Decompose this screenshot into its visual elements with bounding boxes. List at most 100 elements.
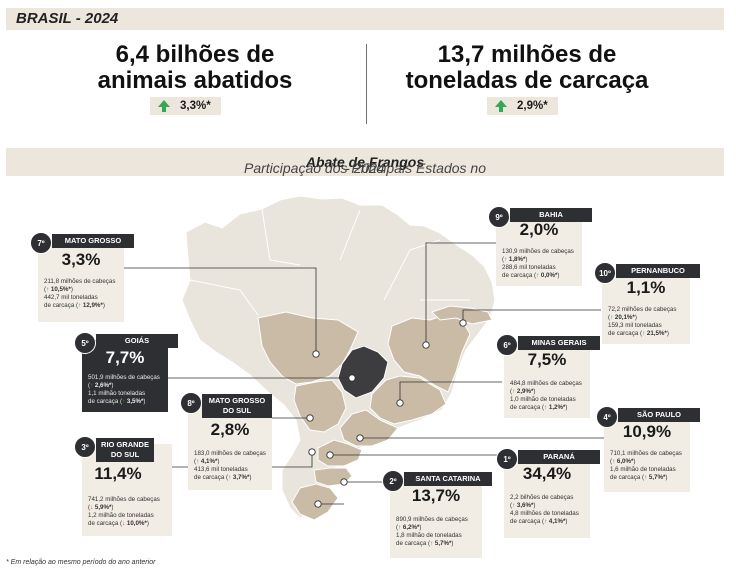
- arrow-down-icon: ↓: [122, 520, 126, 527]
- card-pernambuco: 10º PERNANBUCO 1,1% 72,2 milhões de cabe…: [594, 262, 700, 344]
- heads-text: 890,9 milhões de cabeças: [396, 516, 468, 523]
- card-mato-grosso-do-sul: 8º MATO GROSSO DO SUL 2,8% 183,0 milhões…: [180, 392, 272, 490]
- tons-variation: de carcaça (↑ 1,2%*): [510, 404, 568, 411]
- arrow-down-icon: ↓: [90, 504, 94, 511]
- map-title-bold: Abate de Frangos: [305, 154, 425, 170]
- state-percentage: 13,7%: [411, 486, 461, 505]
- tons-variation: de carcaça (↑ 4,1%*): [510, 518, 568, 525]
- tons-text: 1,1 milhão toneladas: [88, 390, 146, 397]
- state-percentage: 34,4%: [522, 464, 572, 483]
- dot-mato-grosso-do-sul: [306, 414, 314, 422]
- rank-badge: 10º: [594, 262, 616, 284]
- kpi-animals-growth-value: 3,3%*: [180, 100, 211, 112]
- location-dots: [306, 319, 467, 508]
- dot-minas-gerais: [396, 399, 404, 407]
- arrow-up-icon: ↑: [610, 314, 614, 321]
- card-santa-catarina: 2º SANTA CATARINA 13,7% 890,9 milhões de…: [382, 470, 492, 558]
- kpi-tonnes-growth: 2,9%*: [487, 97, 558, 115]
- arrow-up-icon: ↑: [612, 458, 616, 465]
- state-minas-gerais: [369, 375, 447, 425]
- tons-variation: de carcaça (↑ 12,9%*): [44, 302, 105, 309]
- state-percentage: 7,7%: [105, 348, 145, 367]
- tons-text: 1,6 milhão de toneladas: [610, 466, 676, 473]
- tons-variation: de carcaça (↑ 0,0%*): [502, 272, 560, 279]
- card-minas-gerais: 6º MINAS GERAIS 7,5% 484,8 milhões de ca…: [496, 334, 600, 418]
- header-title: BRASIL - 2024: [16, 10, 119, 27]
- state-percentage: 10,9%: [622, 422, 672, 441]
- state-sao-paulo: [339, 409, 399, 447]
- state-percentage: 2,0%: [519, 220, 559, 239]
- rank-badge: 4º: [596, 406, 618, 428]
- dot-bahia: [422, 341, 430, 349]
- arrow-up-icon: ↑: [398, 524, 402, 531]
- state-name: BAHIA: [510, 208, 592, 222]
- tons-variation: de carcaça (↑ 21,5%*): [608, 330, 669, 337]
- heads-variation: (↑ 2,6%*): [88, 382, 114, 389]
- dot-rio-grande-do-sul: [314, 500, 322, 508]
- heads-text: 130,9 milhões de cabeças: [502, 248, 574, 255]
- dot-pernambuco: [459, 319, 467, 327]
- state-name: MATO GROSSO: [52, 234, 134, 248]
- heads-variation: (↑ 1,8%*): [502, 256, 528, 263]
- tons-variation: de carcaça (↑ 5,7%*): [610, 474, 668, 481]
- heads-variation: (↑ 3,6%*): [510, 502, 536, 509]
- rank-badge: 7º: [30, 232, 52, 254]
- rank-badge: 9º: [488, 206, 510, 228]
- arrow-up-icon: ↑: [644, 474, 648, 481]
- state-bahia: [387, 313, 471, 393]
- state-percentage: 3,3%: [61, 250, 101, 269]
- arrow-up-icon: ↑: [544, 404, 548, 411]
- map-title: Participação dos Principais Estados no A…: [6, 154, 724, 176]
- tons-text: 159,3 mil toneladas: [608, 322, 662, 329]
- arrow-up-icon: ↑: [90, 382, 94, 389]
- state-name: RIO GRANDE DO SUL: [96, 438, 154, 462]
- heads-text: 741,2 milhões de cabeças: [88, 496, 160, 503]
- card-bahia: 9º BAHIA 2,0% 130,9 milhões de cabeças (…: [488, 206, 592, 286]
- heads-text: 183,0 milhões de cabeças: [194, 450, 266, 457]
- heads-variation: (↑ 20,1%*): [608, 314, 637, 321]
- rank-badge: 5º: [74, 332, 96, 354]
- dot-rio-grande-do-sul-link: [308, 448, 316, 456]
- state-goias: [337, 345, 389, 399]
- kpi-divider: [366, 44, 367, 124]
- heads-text: 72,2 milhões de cabeças: [608, 306, 677, 313]
- heads-variation: (↑ 2,9%*): [510, 388, 536, 395]
- state-name: PARANÁ: [518, 450, 600, 464]
- tons-text: 1,2 milhão de toneladas: [88, 512, 154, 519]
- card-goias: 5º GOIÁS 7,7% 501,9 milhões de cabeças (…: [74, 332, 178, 412]
- kpi-animals: 6,4 bilhões de animais abatidos: [60, 42, 330, 94]
- rank-badge: 3º: [74, 436, 96, 458]
- tons-text: 1,0 milhão de toneladas: [510, 396, 576, 403]
- heads-variation: (↑ 4,1%*): [194, 458, 220, 465]
- state-percentage: 2,8%: [210, 420, 250, 439]
- dot-mato-grosso: [312, 350, 320, 358]
- kpi-tonnes-line1: 13,7 milhões de: [437, 41, 617, 68]
- arrow-up-icon: ↑: [46, 286, 50, 293]
- card-sao-paulo: 4º SÃO PAULO 10,9% 710,1 milhões de cabe…: [596, 406, 700, 492]
- state-name: MINAS GERAIS: [518, 336, 600, 350]
- kpi-animals-line2: animais abatidos: [97, 67, 293, 94]
- state-percentage: 7,5%: [527, 350, 567, 369]
- state-name: SÃO PAULO: [618, 408, 700, 422]
- arrow-up-icon: ↑: [512, 388, 516, 395]
- heads-variation: (↓ 5,9%*): [88, 504, 114, 511]
- arrow-up-icon: ↑: [228, 474, 232, 481]
- state-name: GOIÁS: [96, 334, 178, 348]
- tons-variation: de carcaça (↑ 5,7%*): [396, 540, 454, 547]
- map-title-prefix: Participação dos Principais Estados no: [243, 160, 487, 176]
- kpi-tonnes-line2: toneladas de carcaça: [405, 67, 649, 94]
- arrow-up-icon: ↑: [536, 272, 540, 279]
- map-title-suffix: - 2024: [345, 160, 385, 176]
- heads-text: 2,2 bilhões de cabeças: [510, 494, 574, 501]
- state-percentage: 1,1%: [626, 278, 666, 297]
- map-title-bar: Participação dos Principais Estados no A…: [6, 148, 724, 176]
- dot-parana: [326, 451, 334, 459]
- rank-badge: 2º: [382, 470, 404, 492]
- tons-variation: de carcaça (↑ 3,5%*): [88, 398, 146, 405]
- state-name: SANTA CATARINA: [404, 472, 492, 486]
- rank-badge: 1º: [496, 448, 518, 470]
- dot-sao-paulo: [356, 434, 364, 442]
- heads-variation: (↑ 6,2%*): [396, 524, 422, 531]
- arrow-up-icon: ↑: [504, 256, 508, 263]
- rank-badge: 6º: [496, 334, 518, 356]
